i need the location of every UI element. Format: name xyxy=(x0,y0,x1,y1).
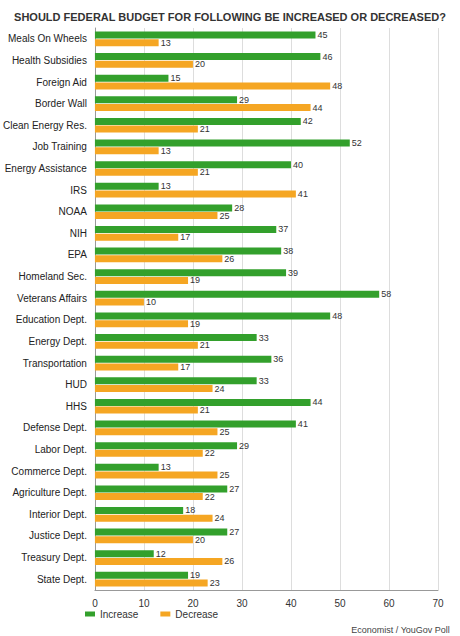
svg-text:39: 39 xyxy=(288,268,298,278)
svg-text:17: 17 xyxy=(180,232,190,242)
svg-text:12: 12 xyxy=(156,549,166,559)
svg-text:44: 44 xyxy=(313,103,323,113)
svg-text:40: 40 xyxy=(293,160,303,170)
svg-text:52: 52 xyxy=(352,138,362,148)
svg-text:13: 13 xyxy=(161,462,171,472)
svg-text:38: 38 xyxy=(283,246,293,256)
svg-text:21: 21 xyxy=(200,405,210,415)
svg-text:10: 10 xyxy=(138,598,150,609)
svg-text:22: 22 xyxy=(205,448,215,458)
svg-text:25: 25 xyxy=(219,470,229,480)
svg-text:33: 33 xyxy=(259,333,269,343)
svg-text:Commerce Dept.: Commerce Dept. xyxy=(11,466,87,477)
svg-text:36: 36 xyxy=(273,354,283,364)
svg-text:State Dept.: State Dept. xyxy=(37,574,87,585)
svg-text:60: 60 xyxy=(383,598,395,609)
svg-text:25: 25 xyxy=(219,211,229,221)
svg-text:41: 41 xyxy=(298,419,308,429)
svg-text:21: 21 xyxy=(200,124,210,134)
svg-text:13: 13 xyxy=(161,38,171,48)
svg-text:70: 70 xyxy=(432,598,444,609)
svg-text:HHS: HHS xyxy=(66,401,87,412)
svg-text:Energy Dept.: Energy Dept. xyxy=(29,336,87,347)
svg-text:15: 15 xyxy=(170,73,180,83)
svg-text:21: 21 xyxy=(200,340,210,350)
svg-text:40: 40 xyxy=(285,598,297,609)
svg-text:29: 29 xyxy=(239,441,249,451)
svg-text:28: 28 xyxy=(234,203,244,213)
svg-text:HUD: HUD xyxy=(65,379,87,390)
svg-text:10: 10 xyxy=(146,297,156,307)
svg-text:Transportation: Transportation xyxy=(23,358,87,369)
svg-text:NIH: NIH xyxy=(70,228,87,239)
svg-text:58: 58 xyxy=(381,289,391,299)
svg-text:Veterans Affairs: Veterans Affairs xyxy=(17,293,87,304)
svg-text:Health Subsidies: Health Subsidies xyxy=(12,55,87,66)
svg-text:30: 30 xyxy=(236,598,248,609)
svg-text:25: 25 xyxy=(219,427,229,437)
svg-text:20: 20 xyxy=(195,535,205,545)
svg-text:21: 21 xyxy=(200,167,210,177)
svg-text:Job Training: Job Training xyxy=(32,141,86,152)
svg-text:NOAA: NOAA xyxy=(59,206,88,217)
svg-text:Economist / YouGov Poll: Economist / YouGov Poll xyxy=(351,625,450,635)
svg-text:48: 48 xyxy=(332,311,342,321)
svg-text:27: 27 xyxy=(229,527,239,537)
svg-text:13: 13 xyxy=(161,146,171,156)
svg-text:Treasury Dept.: Treasury Dept. xyxy=(21,552,87,563)
svg-text:17: 17 xyxy=(180,362,190,372)
svg-text:Agriculture Dept.: Agriculture Dept. xyxy=(12,487,86,498)
svg-text:Border Wall: Border Wall xyxy=(35,98,87,109)
svg-text:24: 24 xyxy=(215,384,225,394)
svg-text:37: 37 xyxy=(278,224,288,234)
svg-text:46: 46 xyxy=(322,52,332,62)
svg-text:26: 26 xyxy=(224,556,234,566)
svg-text:19: 19 xyxy=(190,570,200,580)
svg-text:44: 44 xyxy=(313,397,323,407)
svg-text:29: 29 xyxy=(239,95,249,105)
svg-text:22: 22 xyxy=(205,492,215,502)
svg-text:19: 19 xyxy=(190,319,200,329)
svg-text:20: 20 xyxy=(195,59,205,69)
svg-text:20: 20 xyxy=(187,598,199,609)
svg-text:Energy Assistance: Energy Assistance xyxy=(5,163,88,174)
svg-text:26: 26 xyxy=(224,254,234,264)
svg-text:24: 24 xyxy=(215,513,225,523)
svg-text:Defense Dept.: Defense Dept. xyxy=(23,422,87,433)
svg-text:27: 27 xyxy=(229,484,239,494)
svg-text:EPA: EPA xyxy=(68,249,88,260)
svg-text:13: 13 xyxy=(161,181,171,191)
svg-text:18: 18 xyxy=(185,505,195,515)
svg-text:Homeland Sec.: Homeland Sec. xyxy=(19,271,87,282)
svg-text:Foreign Aid: Foreign Aid xyxy=(36,77,87,88)
svg-text:IRS: IRS xyxy=(70,185,87,196)
svg-text:45: 45 xyxy=(317,30,327,40)
svg-text:33: 33 xyxy=(259,376,269,386)
svg-text:Decrease: Decrease xyxy=(175,609,218,620)
svg-text:SHOULD FEDERAL BUDGET FOR FOLL: SHOULD FEDERAL BUDGET FOR FOLLOWING BE I… xyxy=(14,11,446,23)
svg-text:0: 0 xyxy=(92,598,98,609)
svg-text:42: 42 xyxy=(303,116,313,126)
svg-text:Increase: Increase xyxy=(100,609,139,620)
svg-text:Justice Dept.: Justice Dept. xyxy=(29,530,87,541)
svg-text:Labor Dept.: Labor Dept. xyxy=(35,444,87,455)
svg-text:Clean Energy Res.: Clean Energy Res. xyxy=(3,120,87,131)
svg-text:23: 23 xyxy=(210,578,220,588)
svg-text:Interior Dept.: Interior Dept. xyxy=(29,509,87,520)
svg-text:48: 48 xyxy=(332,81,342,91)
svg-text:19: 19 xyxy=(190,275,200,285)
svg-text:41: 41 xyxy=(298,189,308,199)
svg-text:Meals On Wheels: Meals On Wheels xyxy=(8,33,87,44)
svg-text:50: 50 xyxy=(334,598,346,609)
svg-text:Education Dept.: Education Dept. xyxy=(16,314,87,325)
